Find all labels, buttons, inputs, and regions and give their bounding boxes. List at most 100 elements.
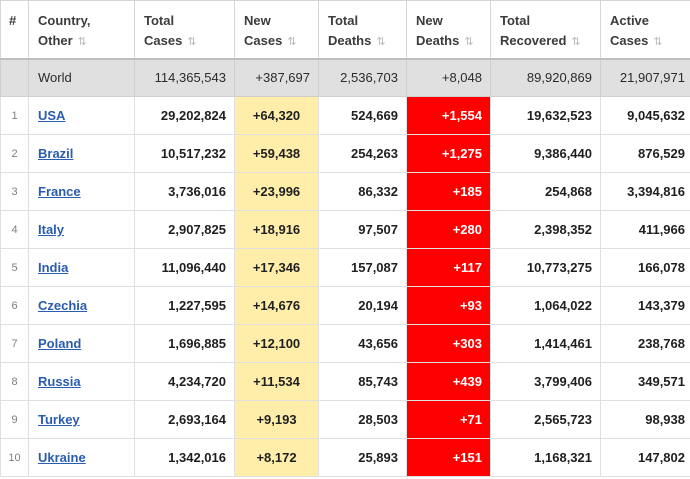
cell-country: Turkey <box>28 400 135 439</box>
cell-total-deaths: 43,656 <box>318 324 407 363</box>
cell-total-cases: 11,096,440 <box>134 248 235 287</box>
sort-icon[interactable]: ⇅ <box>187 35 197 48</box>
cell-country: World <box>28 58 135 97</box>
cell-new-deaths: +1,275 <box>406 134 491 173</box>
country-row: 9 Turkey 2,693,164 +9,193 28,503 +71 2,565,723… <box>0 400 690 439</box>
cell-new-deaths: +1,554 <box>406 96 491 135</box>
cell-total-cases: 1,227,595 <box>134 286 235 325</box>
header-total-recovered[interactable]: Total Recovered ⇅ <box>490 0 601 60</box>
country-row: 2 Brazil 10,517,232 +59,438 254,263 +1,275 9,3… <box>0 134 690 173</box>
cell-total-recovered: 3,799,406 <box>490 362 601 401</box>
sort-icon[interactable]: ⇅ <box>653 35 663 48</box>
cell-new-cases: +12,100 <box>234 324 319 363</box>
cell-active-cases: 9,045,632 <box>600 96 690 135</box>
country-link[interactable]: Russia <box>38 374 81 389</box>
cell-country: Italy <box>28 210 135 249</box>
cell-rank: 9 <box>0 400 29 439</box>
cell-total-recovered: 19,632,523 <box>490 96 601 135</box>
cell-total-recovered: 9,386,440 <box>490 134 601 173</box>
cell-new-deaths: +8,048 <box>406 58 491 97</box>
header-new-cases-label: New Cases <box>244 13 283 48</box>
cell-total-deaths: 86,332 <box>318 172 407 211</box>
country-link[interactable]: Turkey <box>38 412 80 427</box>
country-row: 1 USA 29,202,824 +64,320 524,669 +1,554 19,632… <box>0 96 690 135</box>
cell-rank <box>0 58 29 97</box>
country-link[interactable]: Poland <box>38 336 82 351</box>
header-total-deaths-label: Total Deaths <box>328 13 372 48</box>
country-row: 8 Russia 4,234,720 +11,534 85,743 +439 3,799,4… <box>0 362 690 401</box>
header-active-cases[interactable]: Active Cases ⇅ <box>600 0 690 60</box>
sort-icon[interactable]: ⇅ <box>571 35 581 48</box>
cell-country: Ukraine <box>28 438 135 477</box>
sort-icon[interactable]: ⇅ <box>464 35 474 48</box>
cell-active-cases: 238,768 <box>600 324 690 363</box>
cell-new-deaths: +93 <box>406 286 491 325</box>
header-total-deaths[interactable]: Total Deaths ⇅ <box>318 0 407 60</box>
cell-rank: 6 <box>0 286 29 325</box>
cell-total-deaths: 28,503 <box>318 400 407 439</box>
cell-rank: 3 <box>0 172 29 211</box>
cell-rank: 1 <box>0 96 29 135</box>
cell-new-cases: +23,996 <box>234 172 319 211</box>
header-total-cases-label: Total Cases <box>144 13 183 48</box>
cell-new-cases: +14,676 <box>234 286 319 325</box>
header-total-cases[interactable]: Total Cases ⇅ <box>134 0 235 60</box>
cell-active-cases: 143,379 <box>600 286 690 325</box>
cell-new-deaths: +303 <box>406 324 491 363</box>
country-link[interactable]: France <box>38 184 81 199</box>
cell-total-cases: 29,202,824 <box>134 96 235 135</box>
cell-total-recovered: 10,773,275 <box>490 248 601 287</box>
header-active-cases-label: Active Cases <box>610 13 650 48</box>
country-link[interactable]: USA <box>38 108 66 123</box>
header-country[interactable]: Country, Other ⇅ <box>28 0 135 60</box>
cell-new-cases: +64,320 <box>234 96 319 135</box>
cell-total-cases: 1,696,885 <box>134 324 235 363</box>
cell-total-recovered: 1,064,022 <box>490 286 601 325</box>
cell-new-deaths: +71 <box>406 400 491 439</box>
cell-total-recovered: 89,920,869 <box>490 58 601 97</box>
sort-icon[interactable]: ⇅ <box>376 35 386 48</box>
cell-active-cases: 411,966 <box>600 210 690 249</box>
header-new-cases[interactable]: New Cases ⇅ <box>234 0 319 60</box>
cell-total-recovered: 1,414,461 <box>490 324 601 363</box>
cell-new-cases: +9,193 <box>234 400 319 439</box>
cell-total-cases: 1,342,016 <box>134 438 235 477</box>
header-rank: # <box>0 0 29 60</box>
cell-total-recovered: 2,565,723 <box>490 400 601 439</box>
header-new-deaths[interactable]: New Deaths ⇅ <box>406 0 491 60</box>
cell-total-deaths: 25,893 <box>318 438 407 477</box>
cell-new-cases: +8,172 <box>234 438 319 477</box>
cell-new-cases: +11,534 <box>234 362 319 401</box>
country-link[interactable]: Italy <box>38 222 65 237</box>
cell-total-recovered: 254,868 <box>490 172 601 211</box>
cell-total-deaths: 20,194 <box>318 286 407 325</box>
country-link[interactable]: Czechia <box>38 298 88 313</box>
cell-country: India <box>28 248 135 287</box>
cell-total-cases: 3,736,016 <box>134 172 235 211</box>
cell-country: Russia <box>28 362 135 401</box>
cell-active-cases: 147,802 <box>600 438 690 477</box>
header-country-label: Country, Other <box>38 13 91 48</box>
cell-active-cases: 3,394,816 <box>600 172 690 211</box>
sort-icon[interactable]: ⇅ <box>77 35 87 48</box>
cell-total-deaths: 157,087 <box>318 248 407 287</box>
cell-new-deaths: +280 <box>406 210 491 249</box>
country-link[interactable]: India <box>38 260 69 275</box>
cell-total-deaths: 85,743 <box>318 362 407 401</box>
country-row: 6 Czechia 1,227,595 +14,676 20,194 +93 1,064,0… <box>0 286 690 325</box>
cell-rank: 4 <box>0 210 29 249</box>
cell-country: Czechia <box>28 286 135 325</box>
cell-rank: 7 <box>0 324 29 363</box>
country-link[interactable]: Ukraine <box>38 450 86 465</box>
table-body: World 114,365,543 +387,697 2,536,703 +8,048 8… <box>0 58 690 477</box>
cell-active-cases: 98,938 <box>600 400 690 439</box>
cell-active-cases: 876,529 <box>600 134 690 173</box>
country-link[interactable]: Brazil <box>38 146 74 161</box>
cell-new-deaths: +185 <box>406 172 491 211</box>
sort-icon[interactable]: ⇅ <box>287 35 297 48</box>
country-row: 3 France 3,736,016 +23,996 86,332 +185 254,868… <box>0 172 690 211</box>
country-row: 4 Italy 2,907,825 +18,916 97,507 +280 2,398,35… <box>0 210 690 249</box>
cell-total-cases: 4,234,720 <box>134 362 235 401</box>
